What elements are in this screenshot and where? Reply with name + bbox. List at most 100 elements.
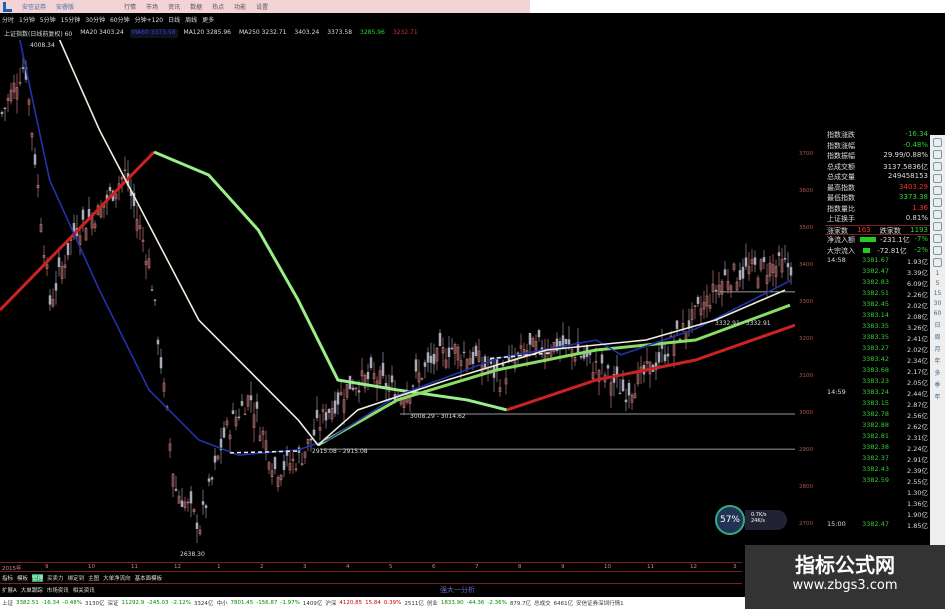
- clock-icon[interactable]: [933, 186, 942, 195]
- draw-icon[interactable]: [933, 258, 942, 267]
- breadth-row: 涨家数 163 跌家数 1193: [825, 224, 930, 235]
- candle-body: [612, 373, 616, 383]
- candle-body: [123, 169, 127, 171]
- flow-value: -231.1亿: [880, 236, 910, 244]
- stat-value: 249458153: [887, 172, 928, 180]
- menu-markets[interactable]: 市场: [146, 4, 159, 11]
- candle-body: [234, 416, 238, 427]
- period-shortcut[interactable]: 年: [934, 358, 941, 365]
- layout-icon[interactable]: [933, 198, 942, 207]
- period-shortcut[interactable]: 季: [934, 382, 941, 389]
- index-name[interactable]: 创业: [426, 601, 438, 607]
- candle-body: [759, 259, 763, 270]
- period-shortcut[interactable]: 月: [934, 346, 941, 353]
- tick-volume: 1.90亿: [907, 511, 928, 519]
- period-shortcut[interactable]: 多: [934, 370, 941, 377]
- tick-price: 3383.14: [862, 311, 889, 319]
- index-name[interactable]: 中小: [216, 601, 228, 607]
- candle-body: [531, 337, 535, 347]
- period-shortcut[interactable]: 30: [933, 300, 942, 307]
- menu-settings[interactable]: 设置: [256, 4, 269, 11]
- menu-market[interactable]: 行情: [124, 4, 137, 11]
- stat-value: 3373.38: [899, 193, 928, 201]
- extension-tab[interactable]: 大单跟踪: [20, 588, 43, 594]
- indicator-tab[interactable]: 管理: [32, 574, 44, 582]
- app-logo-icon: [3, 1, 12, 12]
- tab-daily[interactable]: 日线: [168, 17, 181, 24]
- tick-price: 3383.27: [862, 344, 889, 352]
- chart-icon[interactable]: [933, 150, 942, 159]
- print-icon[interactable]: [933, 162, 942, 171]
- index-pct: -0.48%: [62, 600, 82, 606]
- list-icon[interactable]: [933, 138, 942, 147]
- candle-body: [663, 354, 667, 362]
- tick-volume: 1.93亿: [907, 258, 928, 266]
- stat-label: 最低指数: [827, 194, 855, 202]
- period-shortcut[interactable]: 60: [933, 310, 942, 317]
- watermark-url: www.zbgs3.com: [792, 578, 898, 593]
- candlestick-chart[interactable]: 4008.34 2638.30 3332.91 - 3332.91 3008.29 -…: [0, 40, 795, 560]
- extension-tab[interactable]: 市场资讯: [46, 588, 69, 594]
- indicator-tab[interactable]: 买卖力: [47, 576, 64, 582]
- tab-30min[interactable]: 30分钟: [85, 17, 105, 24]
- candle-body: [246, 395, 250, 407]
- indicator-tab[interactable]: 主图: [88, 576, 100, 582]
- person-icon[interactable]: [933, 222, 942, 231]
- extension-tab[interactable]: 相关资讯: [72, 588, 95, 594]
- percent-icon[interactable]: [933, 210, 942, 219]
- index-name[interactable]: 沪深: [325, 601, 337, 607]
- indicator-tab[interactable]: 绑定到: [67, 576, 85, 582]
- price-annotation: 3008.29 - 3014.62: [410, 413, 466, 420]
- tab-more[interactable]: 更多: [202, 17, 215, 24]
- period-shortcut[interactable]: 5: [935, 280, 940, 287]
- indicator-tab[interactable]: 基本面模板: [134, 576, 163, 582]
- period-shortcut[interactable]: 日: [934, 322, 941, 329]
- server-name[interactable]: 安信证券深圳行情1: [576, 601, 624, 607]
- tab-15min[interactable]: 15分钟: [60, 17, 81, 24]
- period-shortcut[interactable]: 15: [933, 290, 942, 297]
- menu-data[interactable]: 数据: [190, 4, 203, 11]
- flow-bar: [859, 237, 876, 242]
- tick-row: 3382.81 2.31亿: [825, 432, 930, 443]
- tab-1min[interactable]: 1分钟: [19, 17, 35, 24]
- index-amount: 1409亿: [302, 601, 323, 607]
- indicator-tab[interactable]: 大单净流向: [103, 576, 131, 582]
- candle-body: [288, 463, 292, 471]
- tab-weekly[interactable]: 周线: [185, 17, 198, 24]
- candle-body: [618, 392, 622, 395]
- up-count-label: 涨家数: [827, 226, 848, 235]
- candle-body: [168, 443, 172, 451]
- candle-body: [345, 384, 349, 398]
- tab-60min[interactable]: 60分钟: [109, 17, 130, 24]
- tab-5min[interactable]: 5分钟: [39, 17, 56, 24]
- tick-row: 3383.23 2.05亿: [825, 377, 930, 388]
- network-gauge[interactable]: 57%: [715, 505, 745, 535]
- tab-intraday[interactable]: 分时: [2, 17, 15, 24]
- tab-120min[interactable]: 分钟+120: [134, 17, 164, 24]
- stat-value: 3403.29: [899, 182, 928, 191]
- candle-body: [564, 339, 568, 345]
- pen-icon[interactable]: [933, 246, 942, 255]
- period-shortcut[interactable]: 1: [935, 270, 940, 277]
- menu-functions[interactable]: 功能: [234, 4, 247, 11]
- candle-body: [240, 401, 244, 406]
- menu-hot[interactable]: 热点: [212, 4, 225, 11]
- candle-body: [213, 455, 217, 463]
- candle-body: [675, 320, 679, 329]
- extension-tab[interactable]: 扩展A: [2, 588, 17, 594]
- index-name[interactable]: 上证: [2, 601, 14, 607]
- indicator-tab[interactable]: 指标: [2, 576, 14, 582]
- period-shortcut[interactable]: 年: [934, 394, 941, 401]
- candle-body: [81, 209, 85, 220]
- candle-body: [438, 332, 442, 346]
- menu-news[interactable]: 资讯: [168, 4, 181, 11]
- tick-time: 14:58: [827, 256, 846, 264]
- index-name[interactable]: 深证: [107, 601, 119, 607]
- candle-body: [66, 242, 70, 256]
- plus-icon[interactable]: [933, 234, 942, 243]
- period-shortcut[interactable]: 周: [934, 334, 941, 341]
- indicator-tab[interactable]: 模板: [17, 576, 29, 582]
- candle-body: [498, 387, 502, 392]
- candle-body: [198, 529, 202, 535]
- refresh-icon[interactable]: [933, 174, 942, 183]
